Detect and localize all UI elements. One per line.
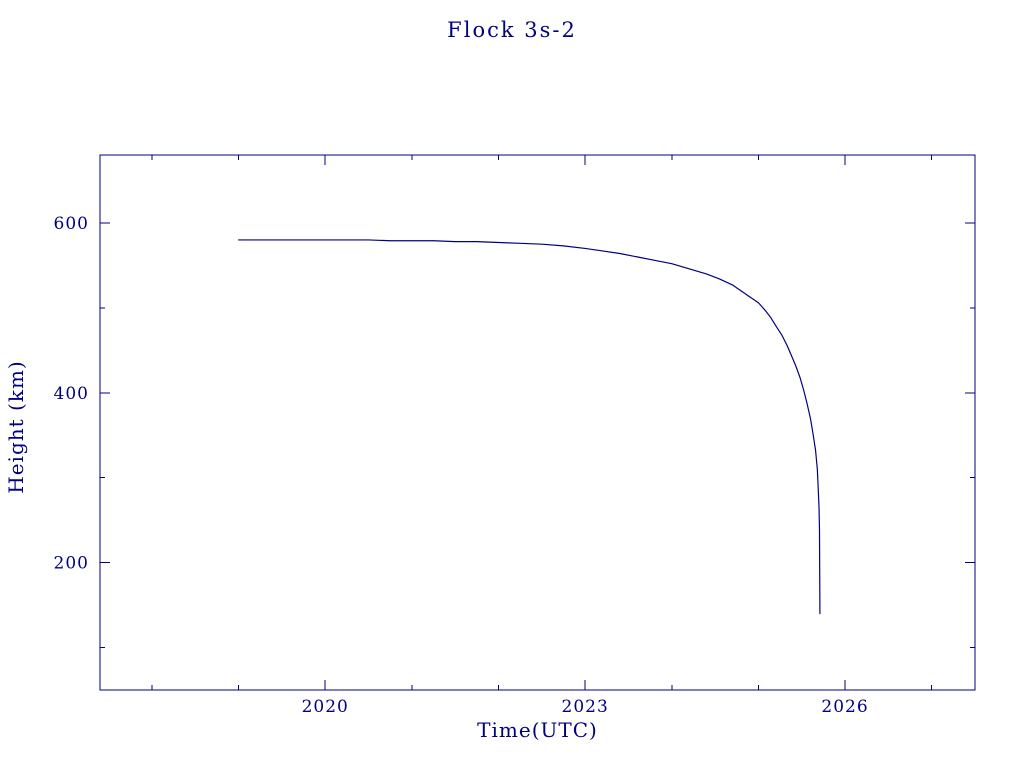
height-series-line: [238, 239, 821, 615]
x-tick-label: 2020: [302, 697, 349, 717]
chart-title: Flock 3s-2: [447, 18, 577, 42]
y-tick-label: 600: [54, 214, 89, 234]
x-tick-label: 2026: [821, 697, 868, 717]
x-tick-label: 2023: [562, 697, 609, 717]
y-tick-label: 400: [54, 384, 89, 404]
x-axis-label: Time(UTC): [477, 718, 598, 742]
plot-border: [99, 154, 976, 691]
y-tick-label: 200: [54, 554, 89, 574]
